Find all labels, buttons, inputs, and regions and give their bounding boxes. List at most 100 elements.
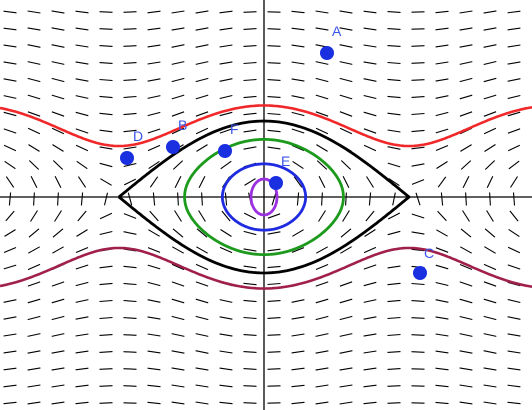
field-dash (4, 229, 16, 237)
field-dash (123, 162, 137, 168)
field-dash (459, 44, 473, 48)
field-dash (243, 112, 257, 116)
field-dash (363, 367, 377, 371)
field-dash (75, 401, 89, 405)
field-dash (172, 160, 184, 170)
field-dash (435, 401, 449, 405)
field-dash (219, 367, 233, 371)
field-dash (291, 384, 305, 388)
field-dash (51, 44, 65, 48)
field-dash (411, 79, 425, 81)
field-dash (435, 333, 449, 337)
field-dash (123, 282, 137, 286)
point-a[interactable] (320, 46, 334, 60)
field-dash (291, 350, 305, 354)
field-dash (99, 146, 113, 150)
field-dash (243, 28, 257, 30)
field-dash (27, 77, 41, 83)
field-dash (339, 94, 353, 100)
field-dash (51, 10, 65, 14)
point-d[interactable] (120, 151, 134, 165)
field-dash (195, 281, 209, 287)
field-dash (339, 384, 353, 388)
field-dash (52, 160, 64, 170)
field-dash (436, 161, 448, 169)
field-dash (147, 350, 161, 354)
field-dash (171, 44, 185, 48)
point-e[interactable] (269, 176, 283, 190)
field-dash (99, 385, 113, 387)
field-dash (363, 350, 377, 354)
field-dash (267, 45, 281, 47)
field-dash (484, 228, 496, 238)
field-dash (507, 94, 521, 100)
field-dash (123, 11, 137, 13)
field-dash (3, 95, 17, 99)
field-dash (147, 61, 161, 65)
field-dash (339, 350, 353, 354)
field-dash (243, 95, 257, 99)
point-c[interactable] (413, 266, 427, 280)
field-dash (435, 316, 449, 320)
field-dash (147, 78, 161, 82)
upper-wave-curve (0, 104, 532, 148)
field-dash (75, 246, 89, 254)
field-dash (171, 127, 185, 135)
field-dash (172, 228, 184, 238)
field-dash (507, 61, 521, 65)
field-dash (123, 265, 137, 269)
field-dash (147, 44, 161, 48)
field-dash (291, 61, 305, 65)
field-dash (296, 192, 300, 206)
field-dash (315, 77, 329, 83)
field-dash (3, 384, 17, 388)
field-dash (387, 112, 401, 116)
field-dash (363, 333, 377, 337)
field-dash (315, 367, 329, 371)
field-dash (507, 298, 521, 304)
field-dash (27, 315, 41, 321)
field-dash (339, 111, 353, 117)
field-dash (52, 144, 64, 152)
field-dash (459, 111, 473, 117)
field-dash (219, 44, 233, 48)
field-dash (27, 44, 41, 48)
field-dash (387, 28, 401, 30)
field-dash (243, 11, 257, 13)
field-dash (75, 128, 89, 134)
field-dash (127, 192, 133, 206)
field-dash (316, 144, 328, 152)
field-dash (195, 384, 209, 388)
field-dash (411, 334, 425, 336)
field-dash (243, 334, 257, 336)
field-dash (3, 27, 17, 31)
field-dash (363, 78, 377, 82)
field-dash (483, 27, 497, 31)
field-dash (387, 78, 401, 82)
point-f[interactable] (218, 144, 232, 158)
field-dash (243, 248, 257, 252)
field-dash (195, 315, 209, 321)
field-dash (221, 210, 231, 222)
field-dash (75, 281, 89, 287)
field-dash (486, 210, 494, 222)
field-dash (195, 263, 209, 271)
field-dash (315, 263, 329, 271)
field-dash (291, 78, 305, 82)
field-dash (75, 384, 89, 388)
field-dash (411, 213, 425, 219)
field-dash (507, 78, 521, 82)
field-dash (387, 333, 401, 337)
point-b[interactable] (166, 140, 180, 154)
field-dash (411, 351, 425, 353)
field-dash (339, 44, 353, 48)
field-dash (509, 210, 519, 222)
field-dash (243, 299, 257, 303)
field-dash (291, 316, 305, 320)
field-dash (219, 94, 233, 100)
field-dash (387, 368, 401, 370)
field-dash (51, 61, 65, 65)
field-dash (171, 10, 185, 14)
field-dash (27, 298, 41, 304)
